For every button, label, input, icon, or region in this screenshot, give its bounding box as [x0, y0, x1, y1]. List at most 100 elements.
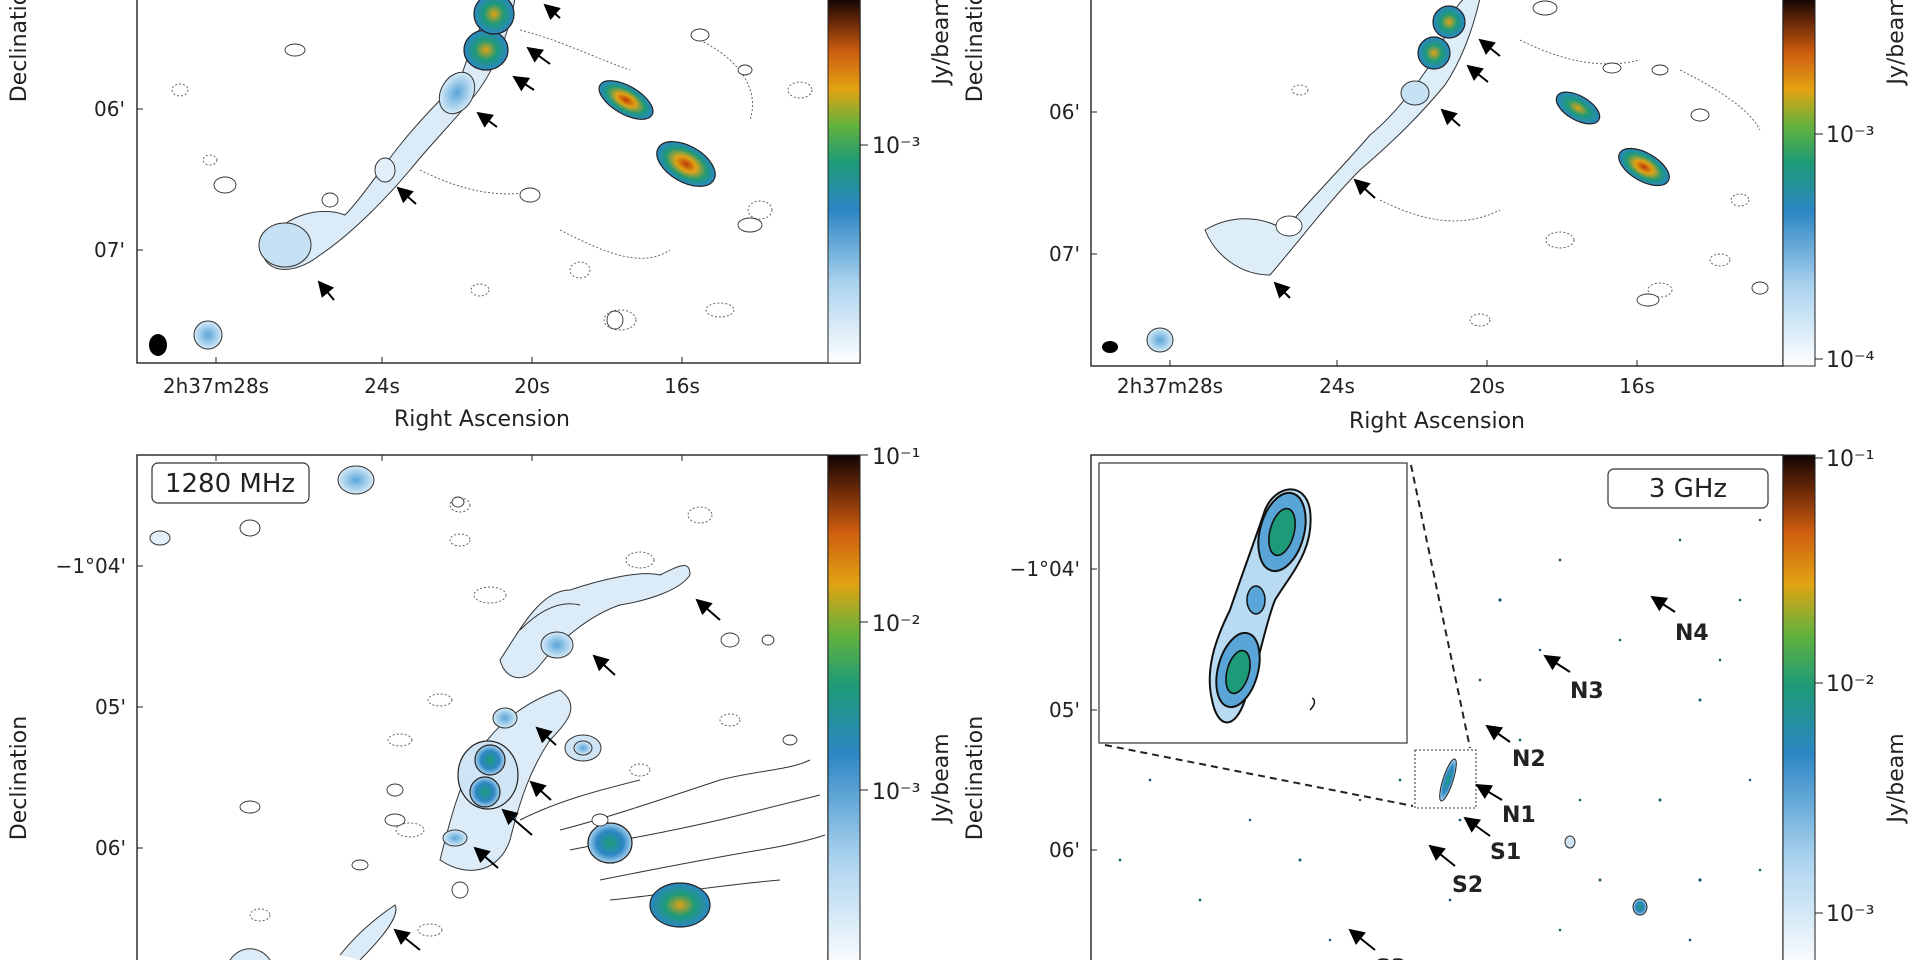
- dec-tick-label: 06': [94, 97, 125, 121]
- colorbar: [1782, 454, 1816, 960]
- positive-contours: [239, 496, 798, 899]
- colorbar-tick-label: 10⁻²: [1826, 672, 1874, 697]
- colorbar: [827, 0, 861, 364]
- panel-bottom-right: N4 N3 N2 N1 S1 S2 S3 3 GHz −1°04' 05' 06…: [963, 447, 1909, 960]
- tick-marks: [137, 108, 683, 363]
- radio-jet-emission: [339, 904, 397, 960]
- source-label-s2: S2: [1452, 873, 1483, 898]
- colorbar-tick-label: 10⁻³: [872, 780, 920, 805]
- colorbar-tick-label: 10⁻³: [872, 134, 920, 159]
- panel-top-right: 2h37m28s 24s 20s 16s 06' 07' Right Ascen…: [963, 0, 1909, 434]
- beam-ellipse: [149, 334, 167, 356]
- dec-tick-label: −1°04': [56, 554, 126, 578]
- source-blob: [587, 822, 633, 864]
- source-blob: [149, 530, 171, 546]
- dec-tick-label: 07': [94, 238, 125, 262]
- tick-marks: [137, 455, 683, 849]
- zoom-region: [1414, 749, 1477, 809]
- annotation-arrows: [1273, 38, 1501, 299]
- colorbar-label: Jy/beam: [929, 733, 954, 824]
- colorbar-tick-label: 10⁻³: [1826, 123, 1874, 148]
- y-axis-label: Declination: [963, 716, 988, 840]
- source-label-n4: N4: [1675, 621, 1709, 646]
- source-blob: [239, 519, 261, 537]
- source-blob: [374, 157, 396, 183]
- source-blob: [598, 80, 654, 120]
- source-blob: [463, 29, 509, 71]
- ra-tick-label: 2h37m28s: [163, 374, 269, 398]
- source-blob: [1400, 80, 1430, 106]
- ra-tick-label: 24s: [1319, 374, 1355, 398]
- source-blob: [1632, 898, 1648, 916]
- source-blob: [492, 707, 518, 729]
- panel-bottom-left: 1280 MHz −1°04' 05' 06' Declination 10⁻¹…: [7, 445, 954, 960]
- source-blob: [258, 222, 312, 268]
- noise-speckles: [1118, 498, 1762, 942]
- inset-zoom: [1098, 462, 1408, 744]
- panel-top-left: 2h37m28s 24s 20s 16s 06' 07' Right Ascen…: [7, 0, 954, 432]
- source-blob: [1564, 835, 1576, 849]
- tick-marks: [1091, 568, 1097, 851]
- frequency-label: 3 GHz: [1649, 474, 1727, 504]
- zoom-connector: [1410, 464, 1471, 749]
- source-blob: [1146, 327, 1174, 353]
- ra-tick-label: 20s: [514, 374, 550, 398]
- source-label-n1: N1: [1502, 803, 1536, 828]
- source-label-n3: N3: [1570, 679, 1604, 704]
- colorbar: [1782, 0, 1816, 367]
- y-axis-label: Declination: [963, 0, 988, 102]
- colorbar-tick-label: 10⁻⁴: [1826, 348, 1875, 373]
- y-axis-label: Declination: [7, 716, 32, 840]
- annotation-arrows: [317, 3, 561, 301]
- inset-lobe-south-core: [1225, 649, 1251, 695]
- dec-tick-label: 06': [95, 836, 126, 860]
- source-blob: [473, 0, 515, 35]
- tick-marks: [1091, 111, 1638, 366]
- source-blob: [1432, 5, 1466, 39]
- x-axis-label: Right Ascension: [1349, 409, 1525, 434]
- source-label-s1: S1: [1490, 840, 1521, 865]
- source-blob: [442, 829, 468, 847]
- radio-jet-emission: [229, 948, 271, 960]
- frequency-label-box: [151, 462, 310, 504]
- dec-tick-label: 06': [1049, 838, 1080, 862]
- positive-contours: [1275, 0, 1769, 307]
- inset-core: [1246, 585, 1266, 615]
- annotation-arrows: [393, 598, 721, 951]
- source-blob: [1555, 91, 1601, 125]
- source-blob: [656, 141, 716, 187]
- dec-tick-label: −1°04': [1010, 557, 1080, 581]
- frequency-label: 1280 MHz: [165, 469, 295, 499]
- ra-tick-label: 16s: [664, 374, 700, 398]
- source-blob: [573, 740, 593, 756]
- source-blob: [1417, 36, 1451, 70]
- negative-contours: [249, 497, 741, 937]
- dec-tick-label: 07': [1049, 242, 1080, 266]
- dec-tick-label: 06': [1049, 100, 1080, 124]
- plot-frame: [136, 454, 829, 960]
- ra-tick-label: 2h37m28s: [1117, 374, 1223, 398]
- colorbar-label: Jy/beam: [929, 0, 954, 87]
- colorbar: [827, 454, 861, 960]
- annotation-arrows: [1348, 595, 1676, 951]
- colorbar-tick-label: 10⁻¹: [872, 445, 920, 470]
- beam-ellipse: [1102, 341, 1118, 353]
- ra-tick-label: 20s: [1469, 374, 1505, 398]
- source-label-s3: S3: [1375, 956, 1406, 960]
- x-axis-label: Right Ascension: [394, 407, 570, 432]
- zoom-connector: [1104, 744, 1414, 807]
- inset-lobe-north-core: [1268, 507, 1296, 557]
- y-axis-label: Declination: [7, 0, 32, 102]
- source-blob: [193, 320, 223, 350]
- ra-tick-label: 24s: [364, 374, 400, 398]
- negative-contours: [1291, 39, 1761, 327]
- source-blob: [337, 465, 375, 495]
- source-blob: [469, 776, 501, 808]
- source-blob: [1439, 758, 1457, 802]
- source-blob: [649, 882, 711, 928]
- positive-contours: [213, 28, 763, 330]
- source-blob: [474, 744, 506, 776]
- frequency-label-box: [1607, 468, 1769, 509]
- source-labels: N4 N3 N2 N1 S1 S2 S3: [1375, 621, 1709, 960]
